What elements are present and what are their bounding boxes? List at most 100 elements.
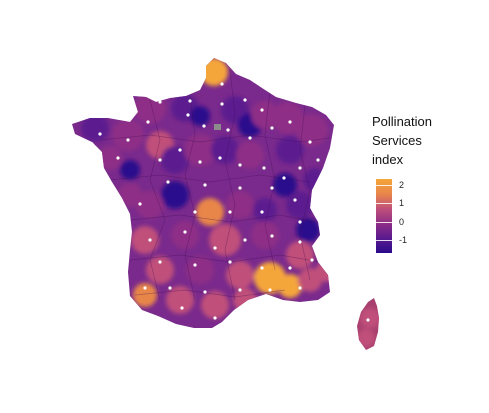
station-marker	[238, 163, 242, 167]
station-marker	[90, 142, 94, 146]
department-shade	[209, 224, 241, 256]
department-shade	[166, 286, 194, 314]
station-marker	[248, 136, 252, 140]
department-shade	[186, 256, 214, 284]
station-marker	[268, 288, 272, 292]
corsica	[357, 298, 379, 350]
department-shade	[276, 136, 304, 164]
department-shade	[226, 191, 254, 219]
legend-tick-label-2: 2	[399, 179, 405, 190]
department-shade	[251, 221, 279, 249]
station-marker	[298, 286, 302, 290]
station-marker	[288, 266, 292, 270]
station-marker	[158, 158, 162, 162]
department-shade	[236, 141, 264, 169]
station-marker	[98, 132, 102, 136]
legend-tick-mark-1	[376, 203, 392, 205]
station-marker	[270, 234, 274, 238]
station-marker	[168, 286, 172, 290]
station-marker	[228, 260, 232, 264]
station-marker	[288, 120, 292, 124]
station-marker	[260, 210, 264, 214]
department-shade	[196, 198, 224, 226]
department-shade	[161, 181, 189, 209]
station-marker	[243, 98, 247, 102]
station-marker	[308, 140, 312, 144]
station-marker	[218, 156, 222, 160]
department-shade	[201, 291, 229, 319]
department-shade	[286, 191, 314, 219]
station-marker	[226, 128, 230, 132]
department-shade	[211, 136, 239, 164]
department-shade	[171, 221, 199, 249]
station-marker	[126, 138, 130, 142]
department-shade	[226, 261, 254, 289]
station-marker	[166, 180, 170, 184]
station-marker	[203, 183, 207, 187]
station-marker	[262, 166, 266, 170]
department-shade	[233, 288, 257, 312]
department-shade	[303, 168, 327, 192]
station-marker	[158, 100, 162, 104]
department-shade	[278, 274, 302, 298]
station-marker	[183, 230, 187, 234]
station-marker	[148, 238, 152, 242]
station-marker	[202, 124, 206, 128]
station-marker	[116, 156, 120, 160]
station-marker	[316, 158, 320, 162]
station-marker	[238, 186, 242, 190]
station-marker	[178, 148, 182, 152]
legend-tick-label-0: 0	[399, 216, 405, 227]
legend-tick-mark-neg1	[376, 240, 392, 242]
department-shade	[136, 191, 164, 219]
station-marker	[298, 166, 302, 170]
legend-tick-mark-2	[376, 184, 392, 186]
station-marker	[193, 210, 197, 214]
station-marker	[188, 99, 192, 103]
department-shade	[296, 218, 320, 242]
legend-tick-mark-0	[376, 221, 392, 223]
station-markers	[90, 82, 370, 322]
station-marker	[213, 316, 217, 320]
department-shade	[360, 308, 379, 328]
department-shade	[146, 256, 174, 284]
station-marker	[180, 306, 184, 310]
station-marker	[138, 202, 142, 206]
station-marker	[310, 258, 314, 262]
station-marker	[260, 266, 264, 270]
department-shade	[184, 134, 216, 166]
station-marker	[143, 286, 147, 290]
department-shade	[161, 146, 189, 174]
department-shade	[200, 58, 228, 86]
department-shade	[296, 114, 328, 146]
department-shade	[253, 198, 277, 222]
station-marker	[220, 102, 224, 106]
legend-title-line-2: Services	[372, 133, 422, 148]
legend-colorbar-row: 2 1 0 -1	[372, 179, 482, 259]
station-marker	[293, 198, 297, 202]
station-marker	[260, 108, 264, 112]
station-marker	[298, 240, 302, 244]
station-marker	[186, 113, 190, 117]
station-marker	[213, 246, 217, 250]
station-marker	[220, 82, 224, 86]
station-marker	[270, 186, 274, 190]
department-shade	[273, 173, 297, 197]
department-shade	[357, 329, 375, 347]
department-shade	[251, 101, 279, 129]
department-shade	[131, 226, 159, 254]
department-shade	[98, 146, 122, 170]
map-legend: Pollination Services index 2 1 0 -1	[372, 112, 482, 259]
station-marker	[282, 176, 286, 180]
legend-tick-label-neg1: -1	[399, 235, 408, 246]
station-marker	[198, 160, 202, 164]
station-marker	[270, 126, 274, 130]
legend-tick-label-1: 1	[399, 198, 405, 209]
department-shade	[190, 106, 210, 126]
missing-data-department	[214, 124, 221, 130]
station-marker	[203, 290, 207, 294]
department-shade	[134, 92, 166, 124]
department-shade	[112, 119, 144, 151]
department-shade	[81, 114, 109, 142]
